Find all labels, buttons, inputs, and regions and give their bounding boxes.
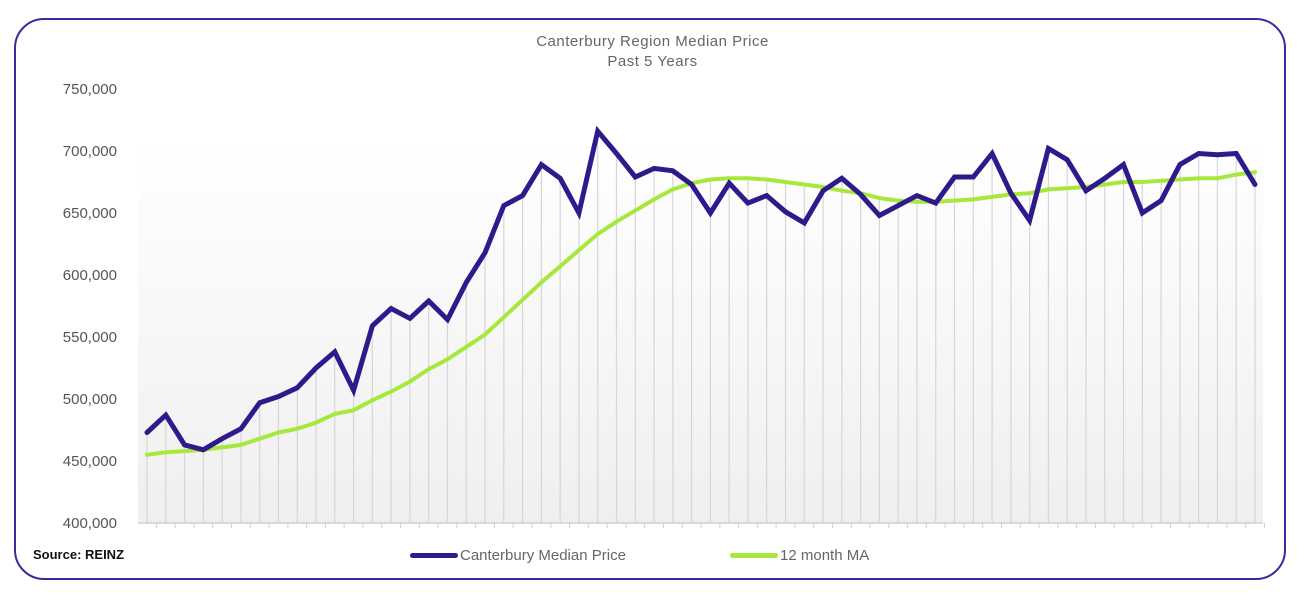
y-tick-label: 550,000 <box>63 329 117 346</box>
y-tick-label: 450,000 <box>63 453 117 470</box>
plot-area <box>138 140 1263 523</box>
y-tick-label: 750,000 <box>63 81 117 98</box>
y-tick-label: 650,000 <box>63 205 117 222</box>
source-note: Source: REINZ <box>33 547 125 562</box>
legend-item-ma: 12 month MA <box>730 547 869 564</box>
legend-swatch-ma <box>730 553 778 558</box>
y-tick-label: 500,000 <box>63 391 117 408</box>
y-tick-label: 600,000 <box>63 267 117 284</box>
chart-title: Canterbury Region Median Price <box>536 33 769 50</box>
y-tick-label: 400,000 <box>63 515 117 532</box>
series-line-median <box>144 125 1258 453</box>
legend-swatch-median <box>410 553 458 558</box>
legend-label-ma: 12 month MA <box>780 547 870 564</box>
chart-subtitle: Past 5 Years <box>607 53 698 70</box>
legend-label-median: Canterbury Median Price <box>460 547 626 564</box>
series-line-ma <box>145 170 1257 457</box>
y-tick-label: 700,000 <box>63 143 117 160</box>
chart-frame <box>14 18 1286 580</box>
legend-item-median: Canterbury Median Price <box>410 547 626 564</box>
